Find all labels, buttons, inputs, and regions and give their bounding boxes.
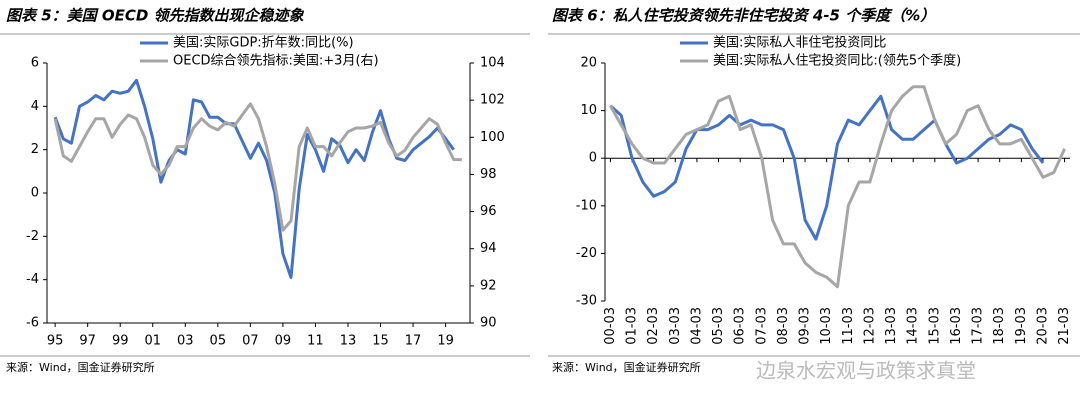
y-tick-label: -30 [576,294,597,309]
legend-label: 美国:实际GDP:折年数:同比(%) [173,36,354,51]
x-tick-label: 06-03 [733,307,748,345]
watermark: 边泉水宏观与政策求真堂 [756,359,976,383]
x-tick-label: 20-03 [1035,307,1050,345]
y2-tick-label: 96 [480,204,497,219]
legend-label: 美国:实际私人非住宅投资同比 [713,35,886,51]
y2-tick-label: 94 [480,241,497,256]
x-tick-label: 99 [112,334,129,349]
y-tick-label: -10 [576,198,597,213]
x-tick-label: 02-03 [646,307,661,345]
x-tick-label: 03 [177,334,194,349]
y-tick-label: 20 [580,56,597,71]
y-tick-label: 0 [31,186,39,201]
source: 来源：Wind，国金证券研究所 [6,360,155,374]
y2-tick-label: 102 [480,93,505,108]
y-tick-label: -2 [26,229,39,244]
x-tick-label: 17-03 [971,307,986,345]
x-tick-label: 21-03 [1057,307,1072,345]
x-tick-label: 10-03 [819,307,834,345]
y-tick-label: -4 [26,272,39,287]
x-tick-label: 01-03 [625,307,640,345]
x-tick-label: 19 [437,334,454,349]
x-tick-label: 05-03 [711,307,726,345]
series-line [53,78,455,279]
x-tick-label: 05 [210,334,227,349]
x-tick-label: 19-03 [1014,307,1029,345]
y-tick-label: 6 [31,56,39,71]
x-tick-label: 14-03 [906,307,921,345]
x-tick-label: 17 [405,334,422,349]
x-tick-label: 15-03 [927,307,942,345]
x-tick-label: 13-03 [884,307,899,345]
source: 来源：Wind，国金证券研究所 [552,360,701,374]
x-tick-label: 95 [47,334,64,349]
x-tick-label: 08-03 [776,307,791,345]
series-line [609,94,1045,241]
chart-title: 图表 5：美国 OECD 领先指数出现企稳迹象 [6,7,305,25]
y-tick-label: -20 [576,246,597,261]
y2-tick-label: 90 [480,316,497,331]
x-tick-label: 12-03 [862,307,877,345]
x-tick-label: 18-03 [992,307,1007,345]
y2-tick-label: 98 [480,167,497,182]
x-tick-label: 09-03 [798,307,813,345]
x-tick-label: 01 [144,334,161,349]
y2-tick-label: 92 [480,278,497,293]
x-tick-label: 03-03 [668,307,683,345]
series-line [609,85,1066,289]
x-tick-label: 09 [275,334,292,349]
y-tick-label: 2 [31,142,39,157]
x-tick-label: 11-03 [841,307,856,345]
chart-title: 图表 6：私人住宅投资领先非住宅投资 4-5 个季度（%） [552,7,935,25]
legend-label: OECD综合领先指标:美国:+3月(右) [173,54,379,69]
x-tick-label: 07 [242,334,259,349]
x-tick-label: 15 [372,334,389,349]
x-tick-label: 00-03 [603,307,618,345]
y-tick-label: 4 [31,99,39,114]
x-tick-label: 13 [340,334,357,349]
x-tick-label: 07-03 [754,307,769,345]
series-line [53,102,462,232]
y-tick-label: -6 [26,316,39,331]
y-tick-label: 10 [580,103,597,118]
x-tick-label: 16-03 [949,307,964,345]
legend-label: 美国:实际私人住宅投资同比:(领先5个季度) [713,53,961,69]
y2-tick-label: 104 [480,56,505,71]
x-tick-label: 97 [79,334,96,349]
y2-tick-label: 100 [480,130,505,145]
y-tick-label: 0 [589,151,597,166]
x-tick-label: 04-03 [689,307,704,345]
x-tick-label: 11 [307,334,324,349]
